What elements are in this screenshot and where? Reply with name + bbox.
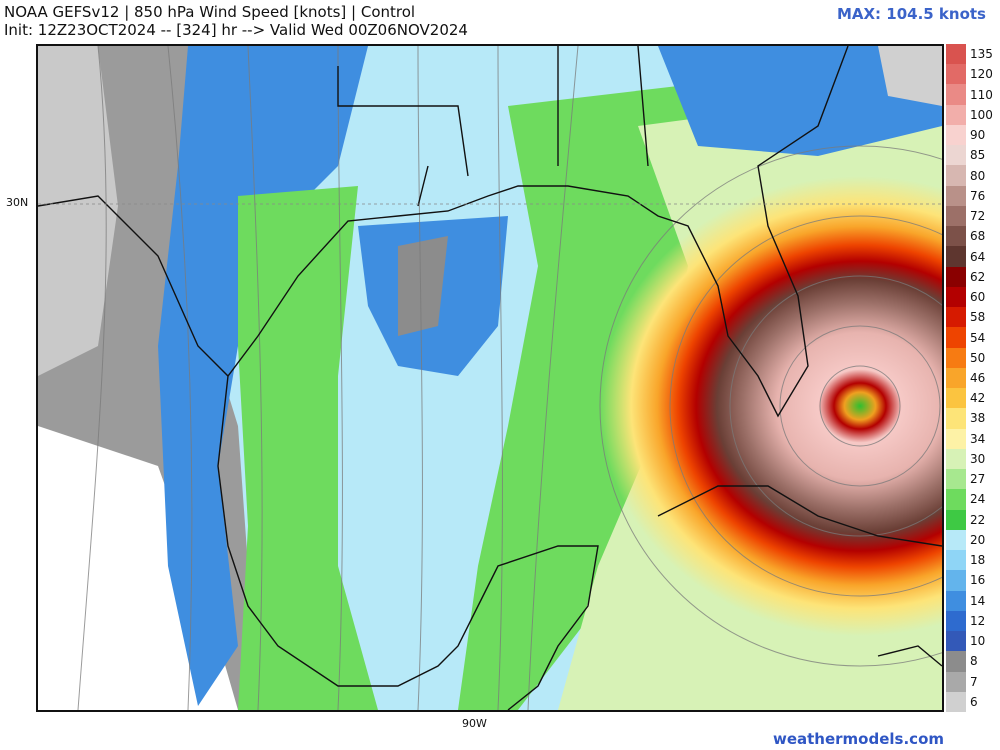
colorbar-label: 10 (970, 634, 986, 649)
green-zone-west (238, 186, 378, 710)
colorbar-label: 38 (970, 411, 986, 426)
lon-label-90w: 90W (462, 717, 487, 730)
colorbar-label: 100 (970, 107, 993, 122)
colorbar-swatch (946, 64, 966, 85)
colorbar-swatch (946, 226, 966, 247)
colorbar-label: 54 (970, 330, 986, 345)
colorbar-label: 80 (970, 168, 986, 183)
colorbar-label: 7 (970, 674, 978, 689)
colorbar-swatch (946, 550, 966, 571)
colorbar-label: 58 (970, 310, 986, 325)
colorbar-swatch (946, 448, 966, 470)
colorbar-swatch (946, 367, 966, 389)
colorbar-label: 22 (970, 512, 986, 527)
colorbar-label: 20 (970, 532, 986, 547)
colorbar-label: 60 (970, 290, 986, 305)
streamlines (77, 46, 942, 710)
gray-zone-northeast (878, 46, 942, 106)
colorbar-label: 68 (970, 229, 986, 244)
chart-title: NOAA GEFSv12 | 850 hPa Wind Speed [knots… (4, 3, 416, 21)
colorbar-swatch (946, 469, 966, 490)
colorbar-swatch (946, 509, 966, 531)
colorbar-label: 90 (970, 128, 986, 143)
wind-speed-map (36, 44, 944, 712)
colorbar-swatch (946, 246, 966, 268)
terrain-light-zone (38, 46, 118, 376)
colorbar-label: 120 (970, 67, 993, 82)
colorbar-label: 16 (970, 573, 986, 588)
colorbar-swatch (946, 124, 966, 146)
colorbar-swatch (946, 286, 966, 308)
colorbar-label: 42 (970, 391, 986, 406)
colorbar-swatch (946, 428, 966, 450)
colorbar-swatch (946, 205, 966, 227)
colorbar-swatch (946, 631, 966, 652)
colorbar-label: 8 (970, 654, 978, 669)
colorbar-swatch (946, 529, 966, 551)
colorbar-swatch (946, 347, 966, 369)
colorbar-swatch (946, 84, 966, 106)
colorbar (946, 44, 966, 713)
colorbar-label: 64 (970, 249, 986, 264)
colorbar-label: 27 (970, 472, 986, 487)
colorbar-swatch (946, 185, 966, 207)
credit-text[interactable]: weathermodels.com (772, 730, 944, 748)
colorbar-swatch (946, 307, 966, 328)
colorbar-label: 62 (970, 269, 986, 284)
gray-pocket-gulf (398, 236, 448, 336)
max-wind-label: MAX: 104.5 knots (836, 5, 986, 23)
colorbar-label: 34 (970, 431, 986, 446)
colorbar-swatch (946, 165, 966, 187)
colorbar-label: 50 (970, 350, 986, 365)
lat-label-30n: 30N (6, 196, 29, 209)
colorbar-swatch (946, 590, 966, 612)
colorbar-swatch (946, 489, 966, 511)
colorbar-swatch (946, 691, 966, 713)
colorbar-label: 72 (970, 209, 986, 224)
low-wind-blue-zone (158, 46, 368, 706)
colorbar-swatch (946, 104, 966, 126)
colorbar-swatch (946, 570, 966, 592)
colorbar-swatch (946, 44, 966, 65)
colorbar-label: 24 (970, 492, 986, 507)
colorbar-swatch (946, 408, 966, 430)
colorbar-label: 46 (970, 371, 986, 385)
chart-subtitle: Init: 12Z23OCT2024 -- [324] hr --> Valid… (4, 21, 468, 39)
colorbar-swatch (946, 327, 966, 349)
colorbar-label: 18 (970, 553, 986, 568)
colorbar-label: 30 (970, 451, 986, 466)
colorbar-label: 12 (970, 613, 986, 628)
colorbar-swatch (946, 388, 966, 409)
colorbar-swatch (946, 651, 966, 672)
colorbar-label: 135 (970, 47, 993, 62)
hurricane-wind-field (600, 176, 942, 636)
colorbar-swatch (946, 266, 966, 288)
colorbar-swatch (946, 610, 966, 632)
colorbar-label: 14 (970, 593, 986, 608)
colorbar-label: 85 (970, 148, 986, 163)
colorbar-label: 6 (970, 694, 978, 709)
blue-zone-northeast (658, 46, 942, 156)
colorbar-label: 76 (970, 188, 986, 203)
colorbar-swatch (946, 671, 966, 693)
colorbar-swatch (946, 145, 966, 166)
map-canvas (38, 46, 942, 710)
coastlines (38, 46, 942, 710)
colorbar-label: 110 (970, 87, 993, 102)
